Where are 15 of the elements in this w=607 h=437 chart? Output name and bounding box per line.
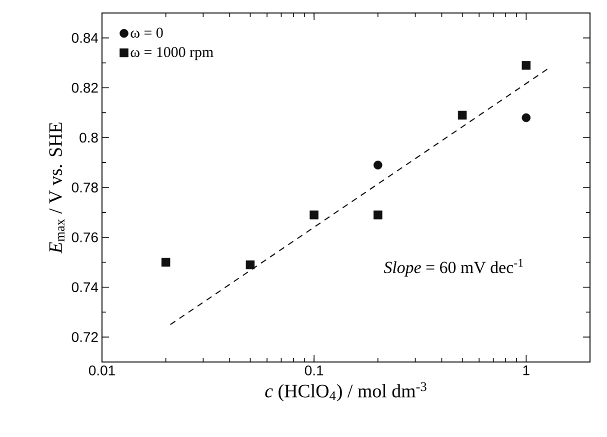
y-tick-label: 0.78 — [72, 182, 98, 192]
legend-label: ω = 1000 rpm — [130, 47, 214, 60]
x-tick-label: 0.01 — [88, 366, 115, 376]
x-tick-label: 0.1 — [304, 366, 324, 376]
y-tick-label: 0.72 — [72, 332, 98, 342]
x-tick-label: 1 — [523, 366, 530, 376]
y-tick-label: 0.82 — [72, 82, 98, 93]
x-axis-title: c (HClO$_{4}$) / mol dm$^{-3}$ — [265, 382, 426, 402]
y-tick-label: 0.76 — [72, 232, 98, 242]
y-tick-label: 0.84 — [72, 32, 98, 43]
y-tick-label: 0.8 — [80, 132, 98, 143]
y-axis-title: E$_{max}$ / V vs. SHE — [49, 122, 64, 254]
y-tick-label: 0.74 — [72, 282, 98, 292]
legend-label: ω = 0 — [130, 28, 163, 38]
annotation: Slope = 60 mV dec$^{-1}$ — [384, 258, 523, 277]
